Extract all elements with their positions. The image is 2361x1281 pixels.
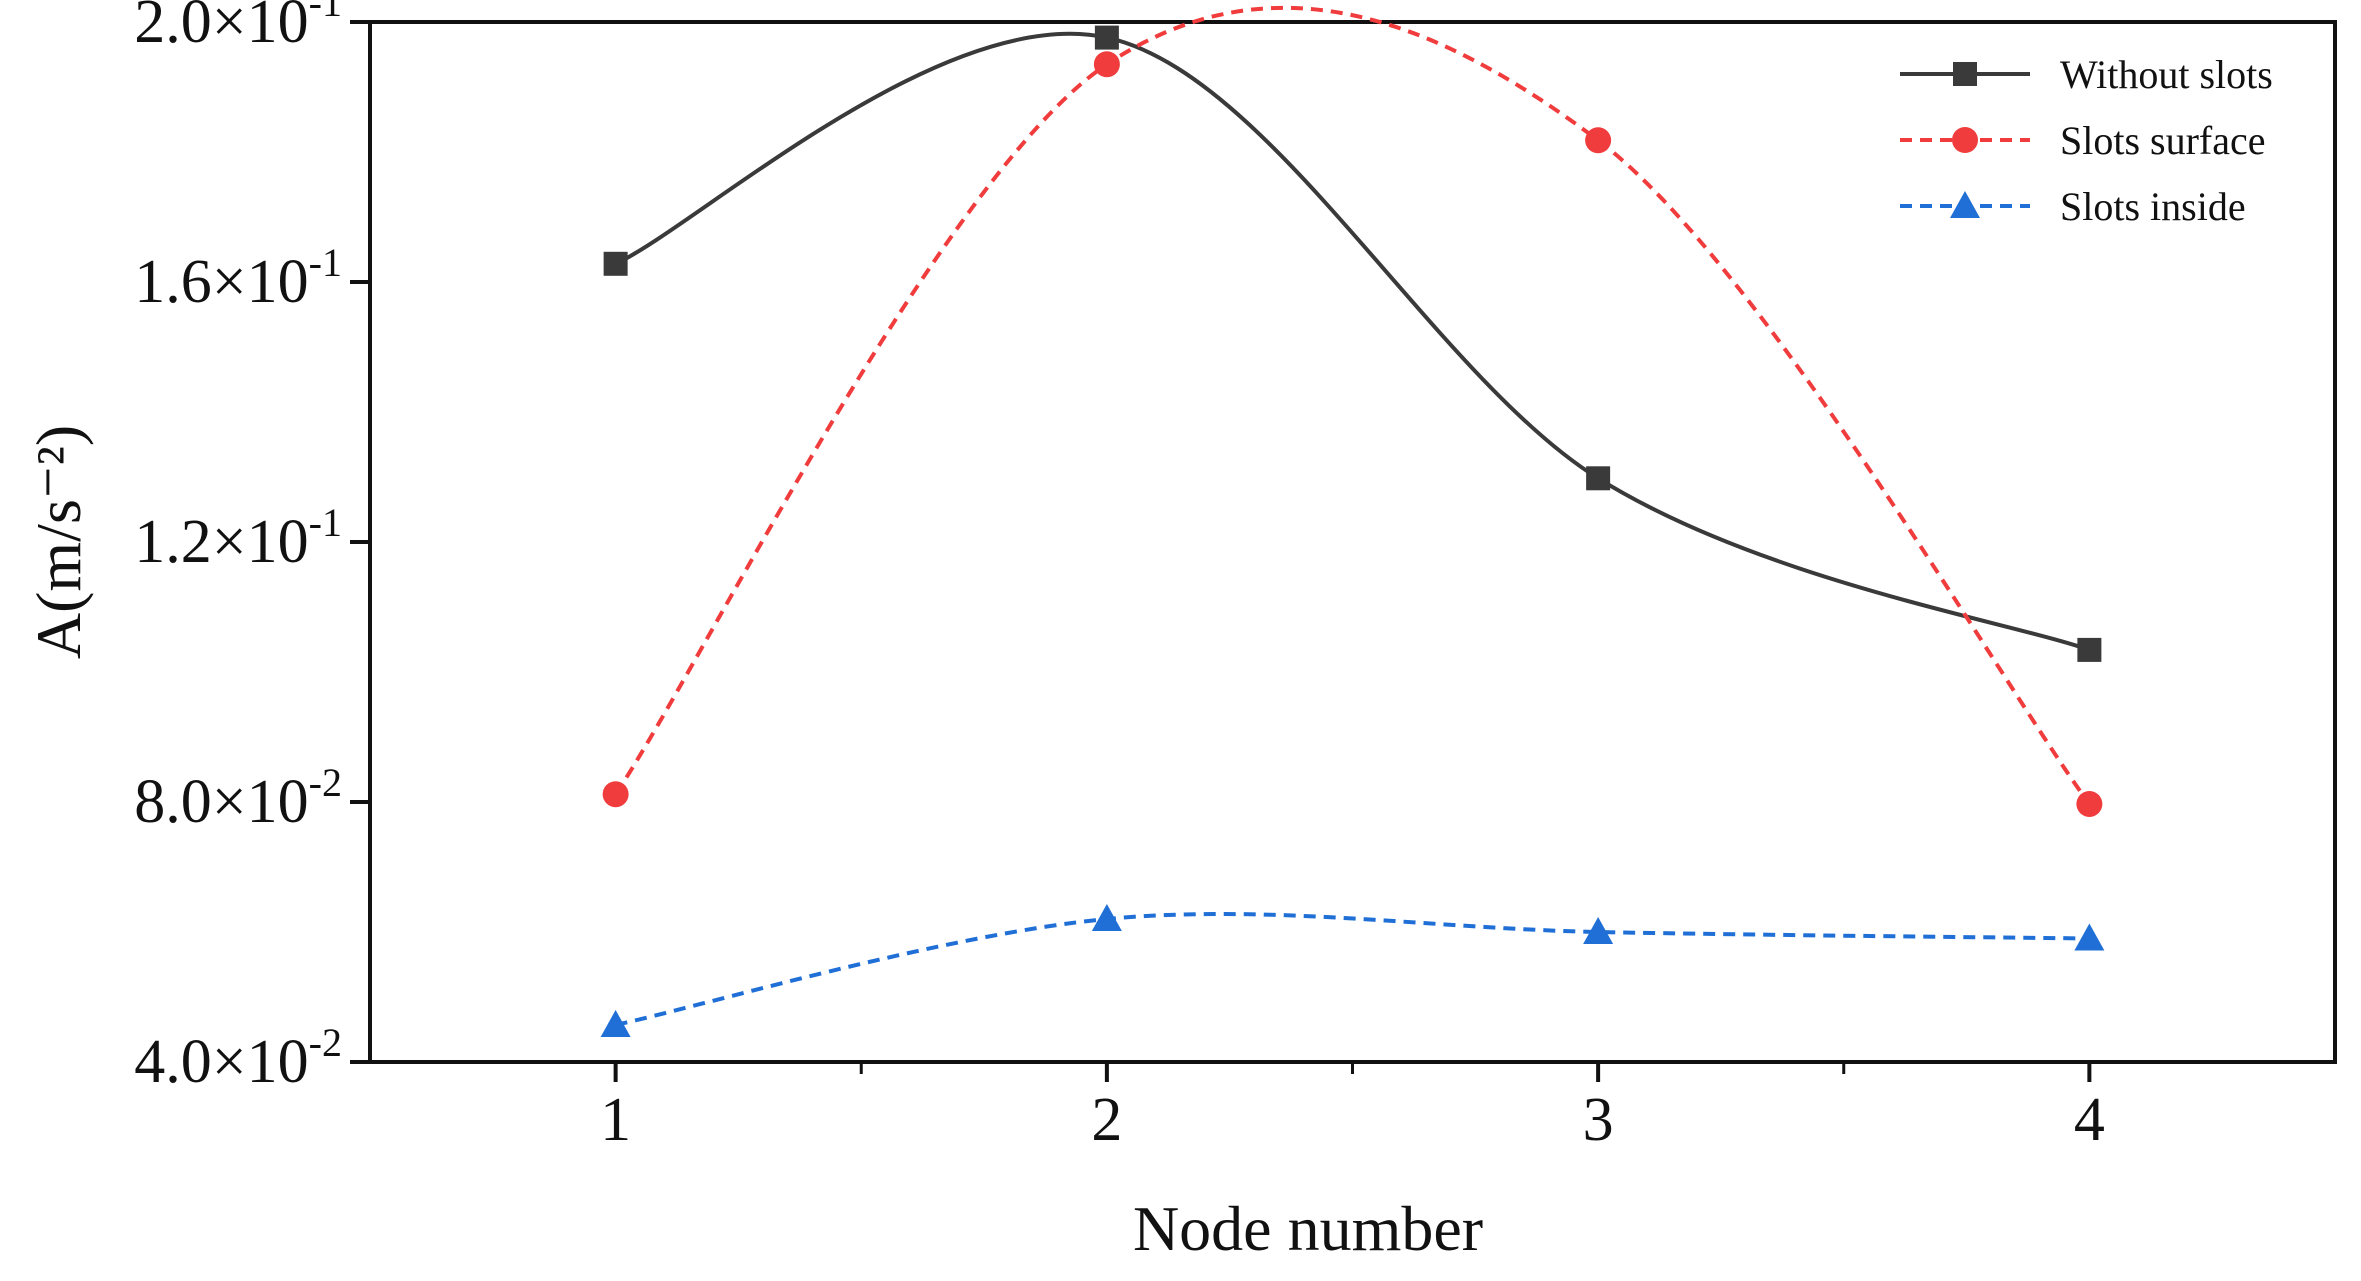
data-point	[1585, 127, 1612, 154]
x-tick-label: 1	[600, 1086, 631, 1154]
series-slots-surface	[602, 5, 2103, 817]
legend-label: Slots inside	[2060, 184, 2246, 229]
data-point	[600, 1009, 631, 1037]
legend-item: Without slots	[1900, 52, 2273, 97]
series-line	[614, 31, 2091, 652]
data-point	[602, 781, 629, 808]
legend-marker	[1953, 62, 1977, 86]
x-axis-ticks: 1 2 3 4	[600, 1062, 2105, 1154]
x-axis-title: Node number	[1133, 1193, 1483, 1264]
y-tick-label: 4.0×10-2	[134, 1020, 342, 1096]
data-point	[1093, 51, 1120, 78]
y-tick-label: 1.2×10-1	[134, 500, 342, 576]
series-line	[615, 912, 2090, 1027]
data-point	[1094, 25, 1119, 50]
data-point	[2074, 923, 2105, 951]
y-axis-title: A(m/s⁻²)	[23, 425, 94, 659]
series-layer	[600, 5, 2105, 1037]
series-slots-inside	[600, 904, 2105, 1037]
legend-label: Slots surface	[2060, 118, 2266, 163]
legend-marker	[1952, 127, 1978, 153]
x-tick-label: 2	[1091, 1086, 1122, 1154]
x-tick-label: 4	[2074, 1086, 2105, 1154]
plot-frame	[368, 20, 2337, 1064]
y-tick-label: 1.6×10-1	[134, 240, 342, 316]
y-axis-ticks: 4.0×10-2 8.0×10-2 1.2×10-1 1.6×10-1 2.0×10-1	[134, 0, 370, 1096]
legend-label: Without slots	[2060, 52, 2273, 97]
y-tick-label: 2.0×10-1	[134, 0, 342, 56]
data-point	[1583, 917, 1614, 944]
data-point	[1586, 466, 1611, 491]
data-point	[1091, 904, 1122, 931]
data-point	[2077, 637, 2102, 662]
data-point	[2076, 790, 2103, 817]
x-tick-label: 3	[1583, 1086, 1614, 1154]
legend-item: Slots surface	[1900, 118, 2266, 163]
legend-marker	[1950, 191, 1980, 218]
legend-item: Slots inside	[1900, 184, 2246, 229]
series-without-slots	[603, 25, 2102, 662]
legend: Without slots Slots surface Slots inside	[1900, 52, 2273, 229]
series-line	[613, 5, 2091, 806]
data-point	[603, 251, 628, 276]
y-tick-label: 8.0×10-2	[134, 760, 342, 836]
